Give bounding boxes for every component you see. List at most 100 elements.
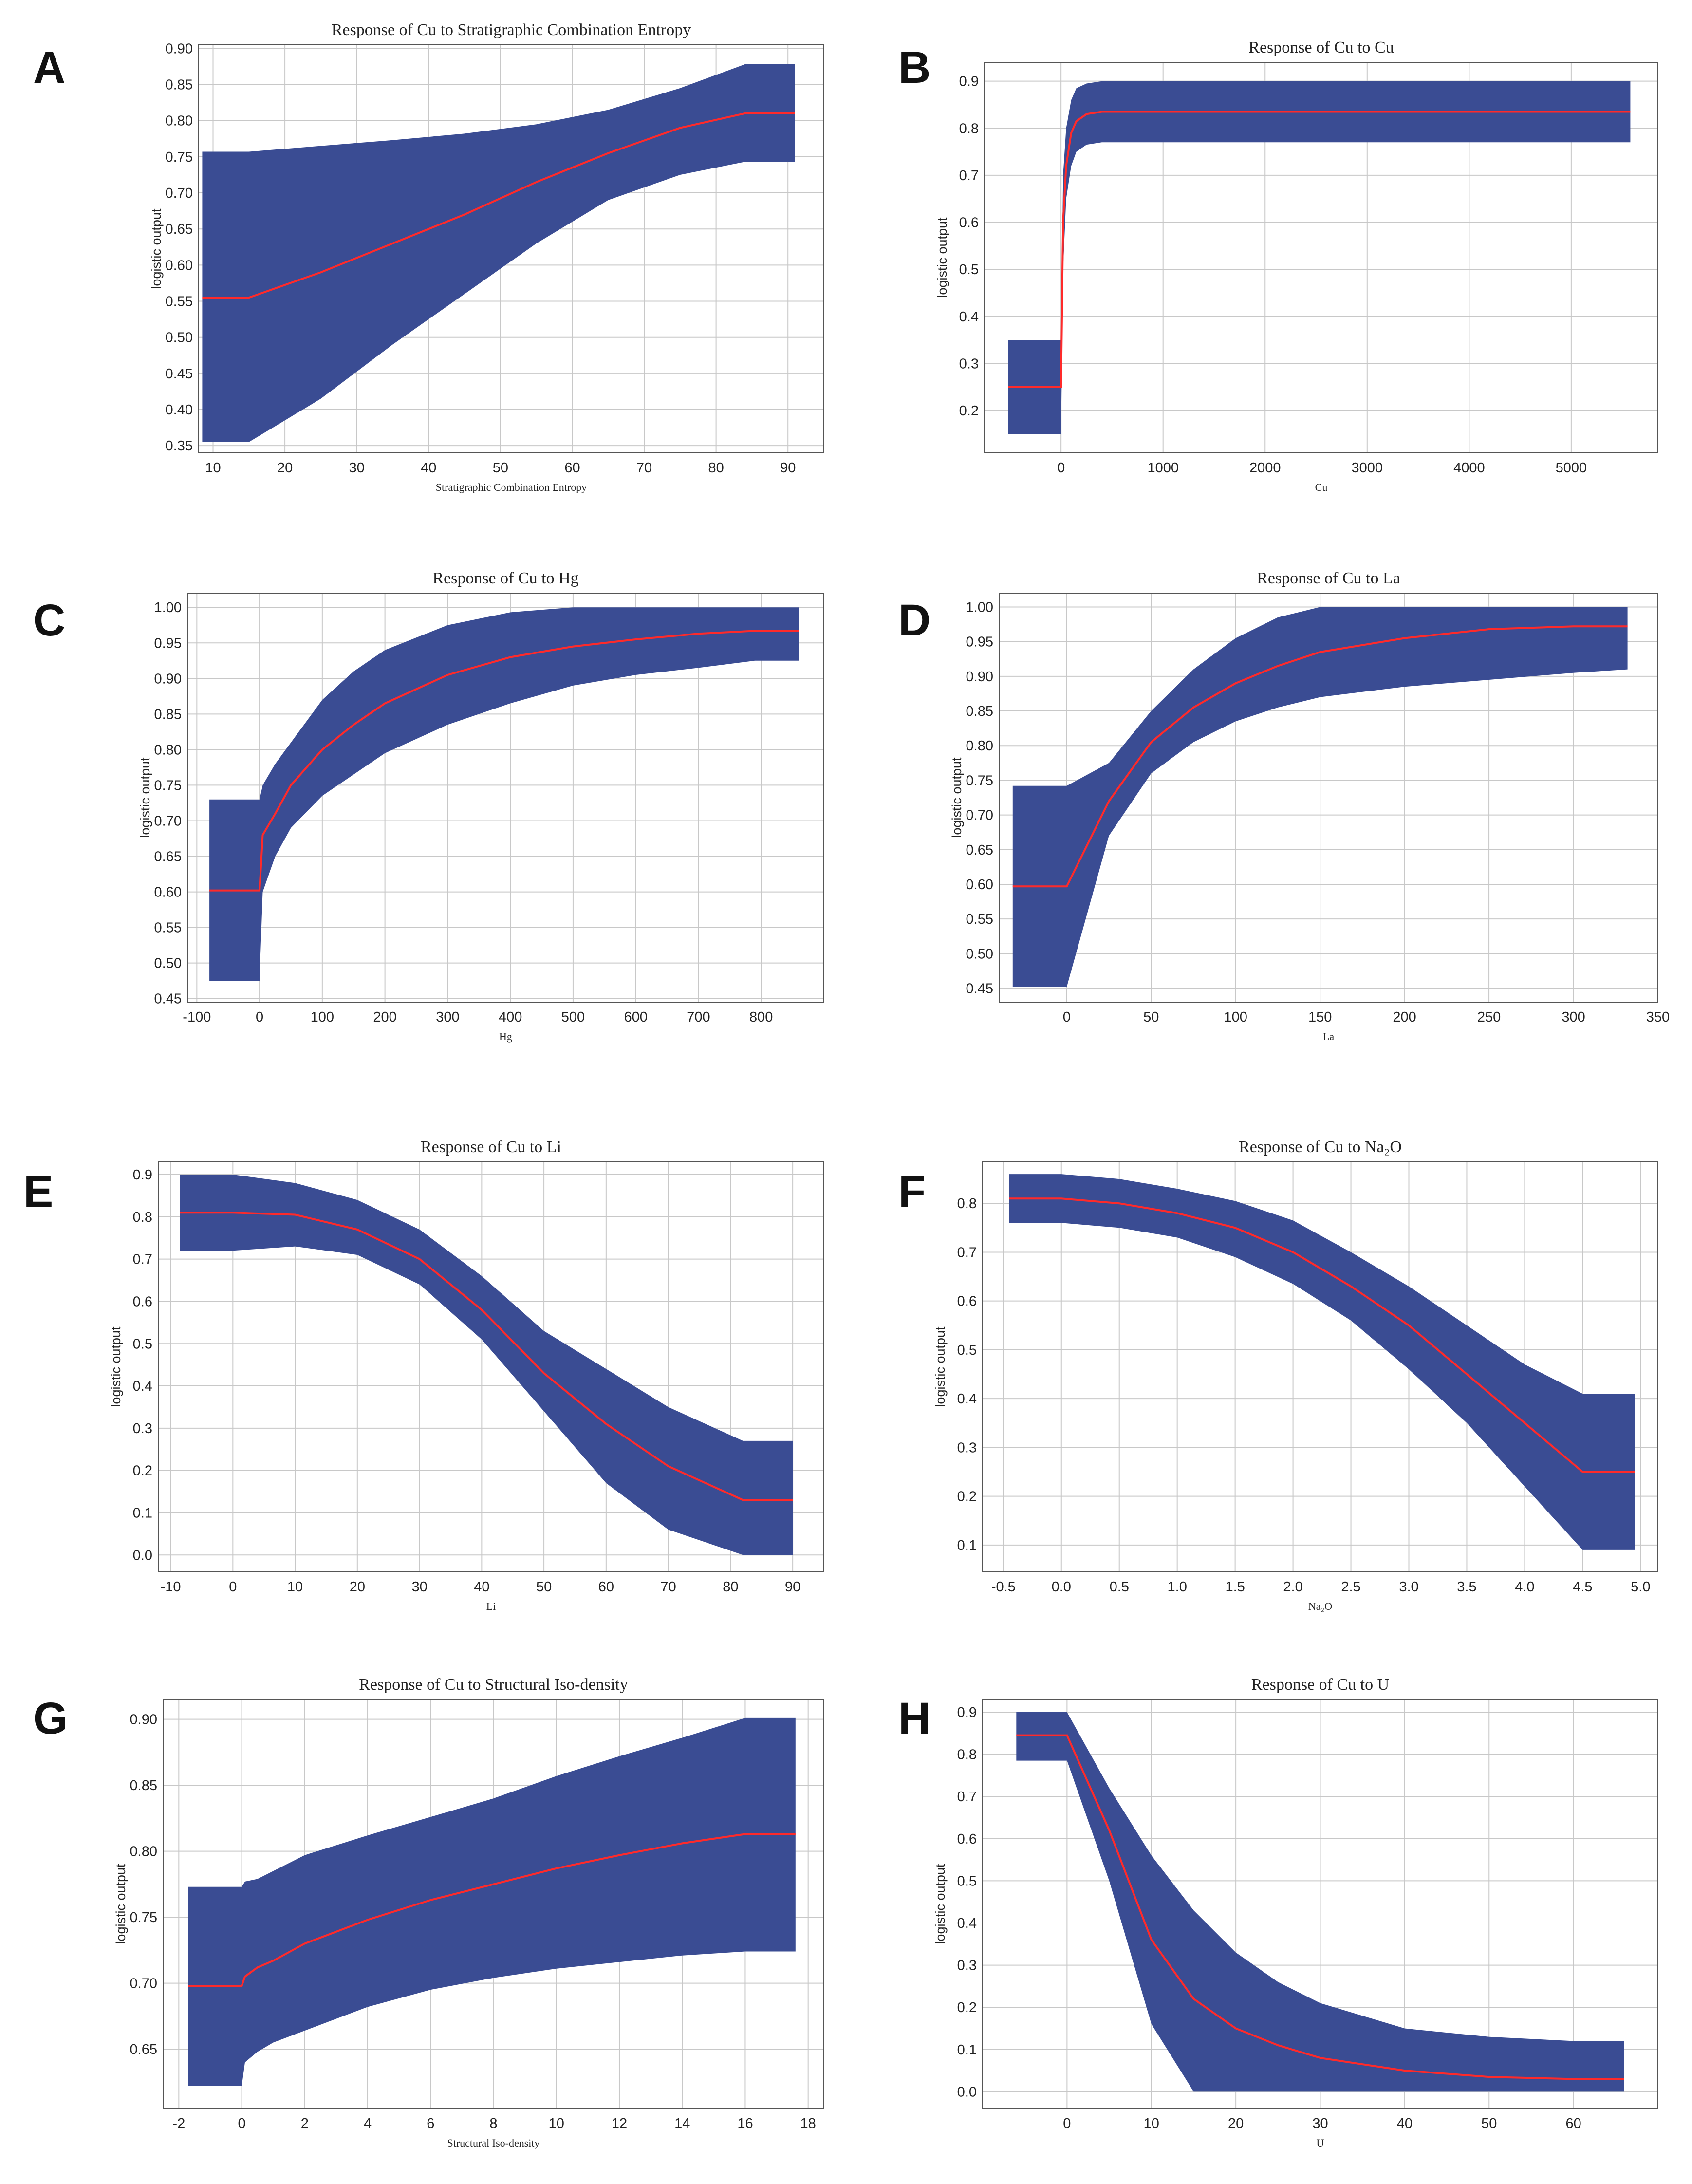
panel-g-confidence-band xyxy=(188,1717,796,2086)
panel-b-confidence-band xyxy=(1008,81,1631,434)
panel-e-x-tick-label: 0 xyxy=(229,1579,237,1595)
panel-f-x-tick-label: 2.0 xyxy=(1283,1579,1302,1595)
panel-c-y-tick-label: 0.65 xyxy=(154,849,182,865)
panel-f-y-tick-label: 0.8 xyxy=(957,1196,977,1212)
panel-a-y-tick-label: 0.40 xyxy=(166,402,193,418)
panel-b-x-tick-label: 2000 xyxy=(1249,460,1281,476)
panel-c-x-tick-label: 0 xyxy=(256,1009,263,1025)
panel-h-y-tick-label: 0.8 xyxy=(957,1747,977,1763)
panel-e-frame xyxy=(158,1161,824,1572)
panel-a-x-tick-label: 90 xyxy=(780,460,796,476)
panel-c-y-tick-label: 0.85 xyxy=(154,707,182,722)
panel-e-title: Response of Cu to Li xyxy=(421,1138,561,1156)
panel-f-y-tick-label: 0.3 xyxy=(957,1440,977,1456)
panel-b-letter: B xyxy=(898,43,930,93)
panel-e-x-tick-label: 10 xyxy=(287,1579,303,1595)
panel-h-confidence-band xyxy=(1016,1712,1624,2092)
panel-e-mean-line xyxy=(180,1212,793,1501)
panel-e-chart: E Response of Cu to Li -10 0 10 20 30 40 50 60 70 8… xyxy=(23,1138,824,1612)
panel-e-x-tick-label: 30 xyxy=(411,1579,427,1595)
panel-b-y-tick-label: 0.9 xyxy=(959,74,979,90)
panel-f-x-tick-label: 2.5 xyxy=(1341,1579,1360,1595)
panel-h-x-tick-label: 40 xyxy=(1397,2116,1413,2131)
panel-h-x-tick-label: 50 xyxy=(1481,2116,1497,2131)
panel-d-confidence-band xyxy=(1012,607,1628,987)
panel-b-chart: B Response of Cu to Cu 0 1000 2000 3000 4000 50… xyxy=(898,38,1658,493)
panel-a-x-tick-label: 30 xyxy=(349,460,365,476)
panel-d-x-tick-label: 50 xyxy=(1143,1009,1159,1025)
panel-d-y-tick-label: 0.75 xyxy=(966,773,993,788)
panel-f-confidence-band xyxy=(1009,1174,1635,1550)
panel-d-x-tick-label: 350 xyxy=(1646,1009,1670,1025)
panel-f-x-axis-label: Na₂O xyxy=(1308,1600,1332,1612)
panel-c-confidence-band xyxy=(209,607,799,981)
panel-e-letter: E xyxy=(23,1167,53,1216)
panel-b-y-tick-label: 0.2 xyxy=(959,403,979,419)
panel-a-x-tick-label: 70 xyxy=(636,460,652,476)
panel-f-chart: F Response of Cu to Na₂O -0.5 0.0 0.5 1.0 1.5 2… xyxy=(898,1138,1658,1612)
panel-f-y-tick-label: 0.7 xyxy=(957,1245,977,1260)
panel-c-x-tick-label: 100 xyxy=(311,1009,334,1025)
panel-h-title: Response of Cu to U xyxy=(1251,1676,1389,1694)
panel-e-x-tick-label: 80 xyxy=(723,1579,738,1595)
panel-g-x-tick-label: 10 xyxy=(549,2116,564,2131)
panel-d-x-tick-label: 0 xyxy=(1063,1009,1071,1025)
panel-f-x-tick-label: 4.5 xyxy=(1573,1579,1592,1595)
panel-g-letter: G xyxy=(33,1694,68,1743)
panel-e-x-tick-label: 50 xyxy=(536,1579,552,1595)
panel-a-y-tick-label: 0.50 xyxy=(166,330,193,346)
panel-a-y-tick-label: 0.35 xyxy=(166,438,193,454)
panel-a-x-tick-label: 10 xyxy=(205,460,221,476)
panel-h-x-tick-label: 20 xyxy=(1228,2116,1244,2131)
panel-g-x-tick-label: -2 xyxy=(172,2116,185,2131)
panel-d-y-tick-label: 0.50 xyxy=(966,946,993,962)
panel-h-y-tick-label: 0.4 xyxy=(957,1916,977,1931)
panel-b-frame xyxy=(984,62,1658,453)
panel-d-x-tick-label: 200 xyxy=(1393,1009,1416,1025)
panel-h-y-tick-label: 0.1 xyxy=(957,2042,977,2058)
panel-c-x-tick-label: 600 xyxy=(624,1009,647,1025)
panel-f-y-tick-label: 0.6 xyxy=(957,1294,977,1309)
panel-g-x-tick-label: 4 xyxy=(364,2116,372,2131)
panel-c-letter: C xyxy=(33,596,65,645)
panel-h-y-axis-label: logistic output xyxy=(933,1864,948,1944)
panel-c-y-tick-label: 0.45 xyxy=(154,991,182,1007)
panel-h-x-tick-label: 10 xyxy=(1144,2116,1159,2131)
panel-f-y-axis-label: logistic output xyxy=(933,1326,948,1407)
panel-e-y-tick-label: 0.8 xyxy=(133,1210,152,1225)
panel-c-x-axis-label: Hg xyxy=(499,1030,512,1043)
panel-a-y-tick-label: 0.70 xyxy=(166,186,193,201)
panel-e-x-tick-label: -10 xyxy=(161,1579,181,1595)
panel-a-y-axis-label: logistic output xyxy=(149,208,164,289)
panel-h-mean-line xyxy=(1016,1734,1624,2080)
panel-a-x-tick-label: 80 xyxy=(708,460,724,476)
panel-g-chart: G Response of Cu to Structural Iso-densit… xyxy=(33,1676,824,2149)
panel-g-y-tick-label: 0.85 xyxy=(130,1778,157,1793)
panel-g-x-tick-label: 2 xyxy=(301,2116,309,2131)
panel-f-y-tick-label: 0.4 xyxy=(957,1391,977,1407)
panel-c-x-tick-label: 700 xyxy=(687,1009,710,1025)
panel-b-y-tick-label: 0.5 xyxy=(959,262,979,278)
panel-c-x-tick-label: 500 xyxy=(561,1009,585,1025)
panel-a-y-tick-label: 0.80 xyxy=(166,113,193,129)
panel-b-y-tick-label: 0.8 xyxy=(959,121,979,136)
panel-d-y-tick-label: 0.90 xyxy=(966,669,993,685)
panel-a-chart: A Response of Cu to Stratigraphic Combina… xyxy=(33,21,824,493)
panel-a-x-tick-label: 20 xyxy=(277,460,293,476)
panel-a-mean-line xyxy=(202,112,795,299)
panel-a-frame xyxy=(198,44,824,453)
panel-h-x-tick-label: 30 xyxy=(1312,2116,1328,2131)
panel-b-y-tick-label: 0.7 xyxy=(959,168,979,184)
panel-d-y-tick-label: 0.65 xyxy=(966,842,993,858)
panel-c-y-tick-label: 0.80 xyxy=(154,742,182,758)
panel-a-x-tick-label: 60 xyxy=(564,460,580,476)
panel-e-confidence-band xyxy=(180,1175,793,1555)
panel-d-x-tick-label: 100 xyxy=(1224,1009,1247,1025)
panel-f-title: Response of Cu to Na₂O xyxy=(1239,1138,1402,1156)
panel-g-x-tick-label: 8 xyxy=(489,2116,497,2131)
panel-d-x-tick-label: 150 xyxy=(1308,1009,1332,1025)
panel-b-x-axis-label: Cu xyxy=(1315,481,1328,493)
panel-a-x-tick-label: 50 xyxy=(493,460,508,476)
panel-h-x-tick-label: 0 xyxy=(1063,2116,1071,2131)
